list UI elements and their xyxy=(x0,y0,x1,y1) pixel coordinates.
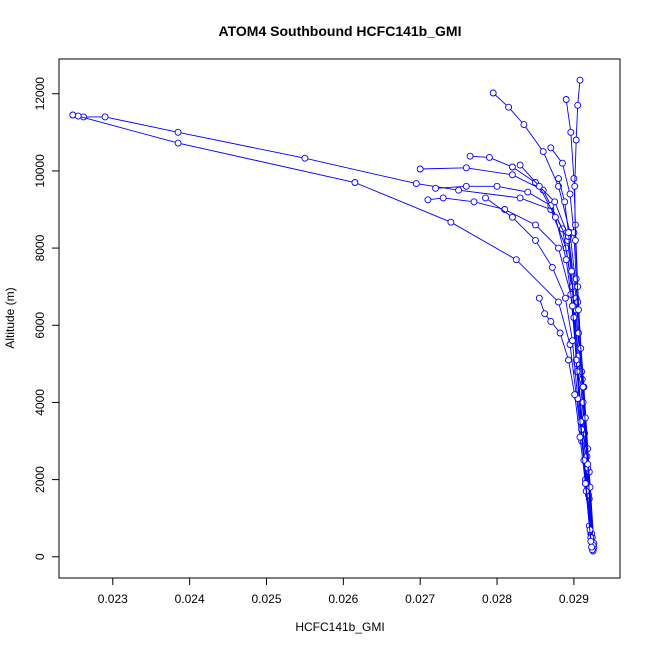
data-point xyxy=(574,101,582,109)
data-point xyxy=(493,182,501,190)
data-point xyxy=(351,179,359,186)
data-point xyxy=(576,76,584,84)
data-point xyxy=(508,163,516,171)
data-point xyxy=(551,198,559,206)
data-point xyxy=(541,310,549,318)
data-point xyxy=(551,213,559,221)
data-point xyxy=(556,329,564,337)
x-tick-label: 0.025 xyxy=(251,592,281,606)
data-point xyxy=(579,398,587,406)
x-tick-label: 0.023 xyxy=(98,592,128,606)
data-point xyxy=(482,194,489,202)
data-point xyxy=(532,221,539,229)
data-point xyxy=(558,159,566,167)
data-point xyxy=(505,103,513,111)
x-tick-label: 0.029 xyxy=(559,592,589,606)
data-point xyxy=(424,196,432,204)
data-point xyxy=(547,317,555,325)
data-point xyxy=(535,294,543,302)
data-point xyxy=(575,306,582,314)
data-point xyxy=(516,194,524,202)
y-tick-label: 6000 xyxy=(33,312,47,339)
data-point xyxy=(575,329,582,337)
data-point xyxy=(579,383,587,391)
data-point xyxy=(489,89,497,97)
data-point xyxy=(174,139,182,147)
x-tick-label: 0.027 xyxy=(405,592,435,606)
data-point xyxy=(532,236,539,244)
data-point xyxy=(508,171,516,179)
data-point xyxy=(565,356,572,364)
y-tick-label: 0 xyxy=(33,553,47,560)
data-point xyxy=(561,294,569,302)
data-point xyxy=(508,213,516,221)
y-tick-label: 2000 xyxy=(33,466,47,493)
data-point xyxy=(74,112,82,120)
data-point xyxy=(587,537,595,545)
data-point xyxy=(581,480,589,487)
x-tick-label: 0.024 xyxy=(175,592,205,606)
data-point xyxy=(565,229,572,237)
data-point xyxy=(576,433,584,441)
chart-title: ATOM4 Southbound HCFC141b_GMI xyxy=(219,23,462,39)
data-point xyxy=(101,113,109,121)
data-point xyxy=(572,275,580,283)
data-point xyxy=(301,154,309,162)
data-point xyxy=(516,161,524,169)
data-point xyxy=(470,198,478,206)
data-point xyxy=(571,236,579,244)
data-point xyxy=(568,337,576,345)
data-point xyxy=(566,190,574,198)
y-axis: 0 2000 4000 6000 8000 10000 12000 xyxy=(33,77,60,560)
data-point xyxy=(416,165,424,173)
data-point xyxy=(462,164,470,172)
data-point xyxy=(535,182,543,190)
data-point xyxy=(524,188,532,196)
data-point xyxy=(568,302,576,310)
data-point xyxy=(572,136,580,144)
data-point xyxy=(567,128,575,136)
data-point xyxy=(432,184,440,192)
data-point xyxy=(570,314,578,321)
y-tick-label: 4000 xyxy=(33,389,47,416)
y-tick-label: 8000 xyxy=(33,234,47,261)
data-point xyxy=(571,391,579,399)
data-point xyxy=(455,186,463,194)
x-axis-title: HCFC141b_GMI xyxy=(295,620,384,634)
data-point xyxy=(174,128,182,136)
data-point xyxy=(539,148,547,156)
data-point xyxy=(570,175,578,183)
data-point xyxy=(555,175,562,183)
data-point xyxy=(580,456,588,464)
data-point xyxy=(462,182,470,190)
data-point xyxy=(548,263,556,271)
data-point xyxy=(466,152,474,160)
data-point xyxy=(571,182,579,190)
y-tick-label: 10000 xyxy=(33,154,47,188)
data-point xyxy=(562,96,570,103)
data-layer xyxy=(69,76,598,555)
x-axis: 0.023 0.024 0.025 0.026 0.027 0.028 0.029 xyxy=(98,577,589,606)
data-point xyxy=(555,298,562,306)
data-point xyxy=(547,144,555,152)
data-point xyxy=(555,244,562,252)
data-point xyxy=(520,121,528,129)
x-tick-label: 0.028 xyxy=(482,592,512,606)
y-tick-label: 12000 xyxy=(33,77,47,111)
data-point xyxy=(439,194,447,202)
data-point xyxy=(588,543,596,551)
data-point xyxy=(561,198,569,206)
data-point xyxy=(512,256,520,264)
data-point xyxy=(412,180,420,188)
data-point xyxy=(568,267,576,275)
y-axis-title: Altitude (m) xyxy=(3,287,17,348)
data-point xyxy=(447,218,455,226)
x-tick-label: 0.026 xyxy=(328,592,358,606)
data-point xyxy=(562,256,570,264)
data-point xyxy=(485,153,493,161)
